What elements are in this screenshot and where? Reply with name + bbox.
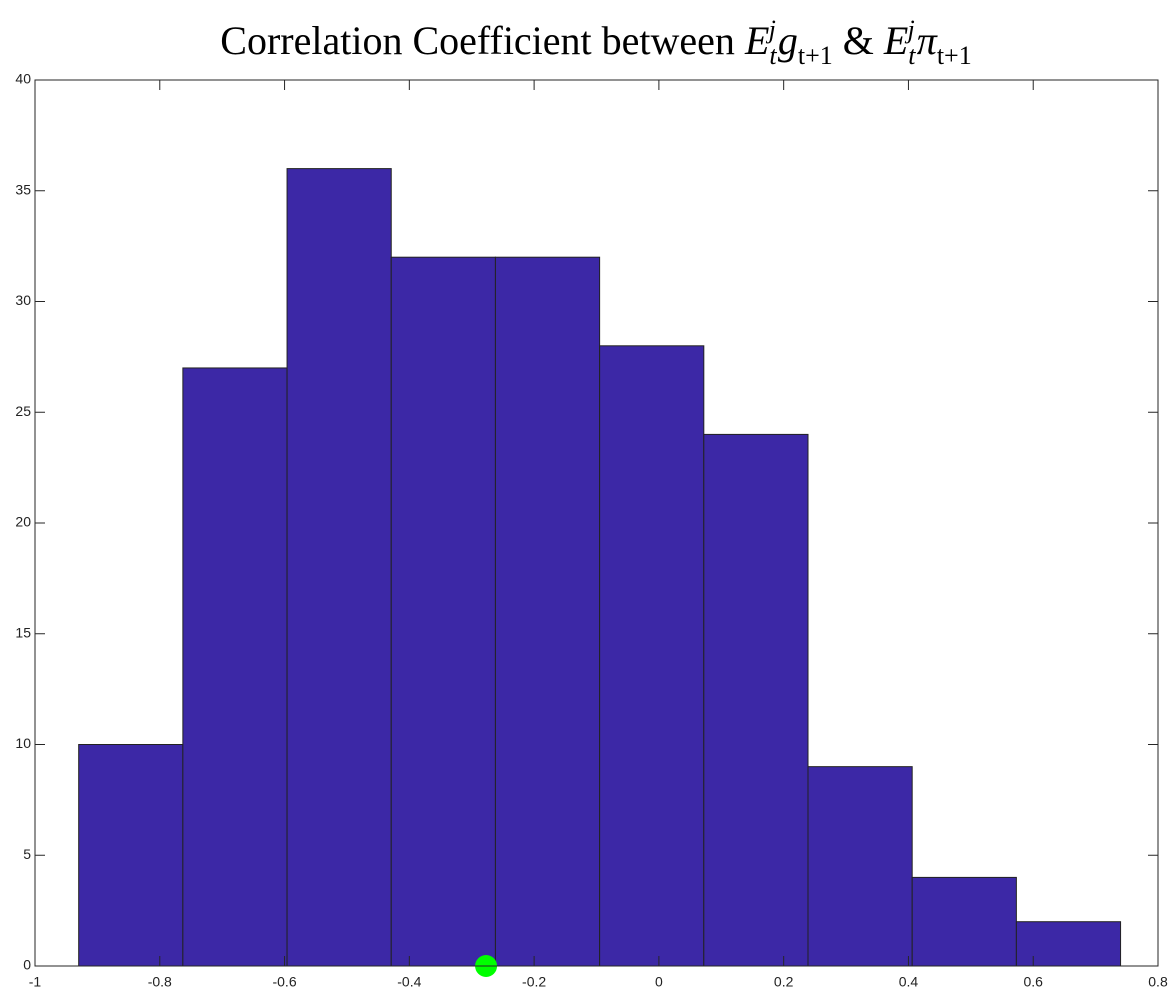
bar [78, 744, 184, 967]
y-tick-label: 0 [23, 957, 31, 973]
y-tick-label: 15 [15, 624, 31, 640]
title-part: Correlation Coefficient between [220, 18, 745, 63]
bar [390, 256, 496, 967]
x-tick-label: 0 [655, 974, 663, 990]
title-part: E [744, 18, 769, 63]
y-tick-label: 35 [15, 181, 31, 197]
x-tick-label: -0.4 [397, 974, 421, 990]
x-tick-label: 0.8 [1148, 974, 1168, 990]
x-tick-label: -1 [29, 974, 42, 990]
y-tick-label: 5 [23, 846, 31, 862]
title-part: t+1 [937, 41, 972, 70]
bar [1015, 921, 1122, 967]
bar [599, 345, 705, 967]
y-tick-label: 25 [15, 403, 31, 419]
y-tick-label: 20 [15, 514, 31, 530]
title-part: & [833, 18, 884, 63]
bar [182, 367, 288, 967]
bar [911, 876, 1017, 967]
title-part: g [778, 18, 798, 63]
y-tick-label: 10 [15, 735, 31, 751]
bar [494, 256, 601, 967]
chart-title: Correlation Coefficient between Etjgt+1 … [220, 15, 971, 70]
bar [286, 168, 392, 967]
bar [703, 433, 809, 967]
title-part: π [917, 18, 938, 63]
title-part: j [766, 15, 776, 44]
x-tick-label: -0.6 [272, 974, 296, 990]
x-tick-label: 0.2 [774, 974, 794, 990]
x-tick-label: -0.2 [522, 974, 546, 990]
x-tick-label: 0.6 [1023, 974, 1043, 990]
title-part: E [883, 18, 908, 63]
title-part: t [769, 41, 777, 70]
x-tick-label: 0.4 [899, 974, 919, 990]
x-tick-label: -0.8 [148, 974, 172, 990]
title-part: t+1 [798, 41, 833, 70]
y-tick-label: 30 [15, 292, 31, 308]
title-part: j [905, 15, 915, 44]
bar [807, 766, 913, 967]
title-part: t [908, 41, 916, 70]
y-tick-label: 40 [15, 71, 31, 87]
